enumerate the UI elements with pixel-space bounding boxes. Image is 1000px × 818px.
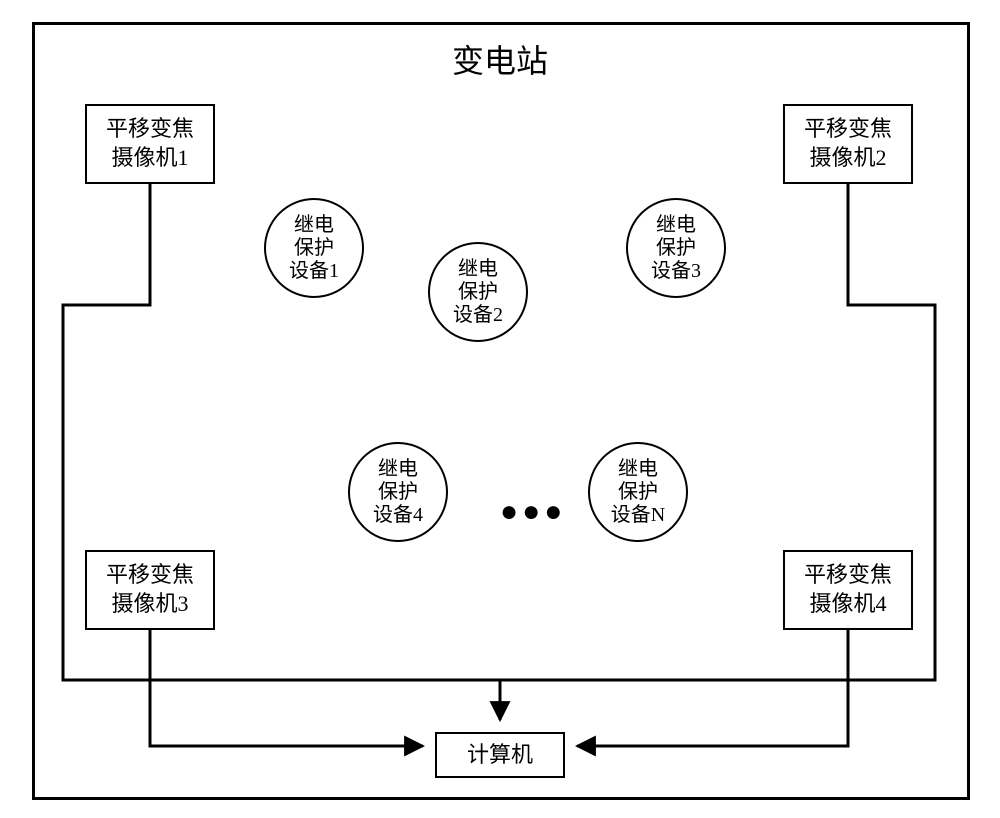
camera-1: 平移变焦 摄像机1 bbox=[85, 104, 215, 184]
relay-device-4: 继电 保护 设备4 bbox=[348, 442, 448, 542]
camera-1-label: 平移变焦 摄像机1 bbox=[106, 115, 194, 172]
relay-device-3: 继电 保护 设备3 bbox=[626, 198, 726, 298]
camera-4: 平移变焦 摄像机4 bbox=[783, 550, 913, 630]
relay-device-1: 继电 保护 设备1 bbox=[264, 198, 364, 298]
relay-device-2: 继电 保护 设备2 bbox=[428, 242, 528, 342]
camera-2-label: 平移变焦 摄像机2 bbox=[804, 115, 892, 172]
camera-3: 平移变焦 摄像机3 bbox=[85, 550, 215, 630]
diagram-title: 变电站 bbox=[410, 36, 590, 82]
relay-device-n-label: 继电 保护 设备N bbox=[611, 458, 665, 527]
relay-device-n: 继电 保护 设备N bbox=[588, 442, 688, 542]
relay-device-4-label: 继电 保护 设备4 bbox=[373, 458, 423, 527]
relay-device-3-label: 继电 保护 设备3 bbox=[651, 214, 701, 283]
camera-3-label: 平移变焦 摄像机3 bbox=[106, 561, 194, 618]
relay-device-2-label: 继电 保护 设备2 bbox=[453, 258, 503, 327]
ellipsis: ●●● bbox=[500, 495, 566, 529]
relay-device-1-label: 继电 保护 设备1 bbox=[289, 214, 339, 283]
computer-node: 计算机 bbox=[435, 732, 565, 778]
computer-label: 计算机 bbox=[467, 741, 533, 770]
camera-4-label: 平移变焦 摄像机4 bbox=[804, 561, 892, 618]
camera-2: 平移变焦 摄像机2 bbox=[783, 104, 913, 184]
